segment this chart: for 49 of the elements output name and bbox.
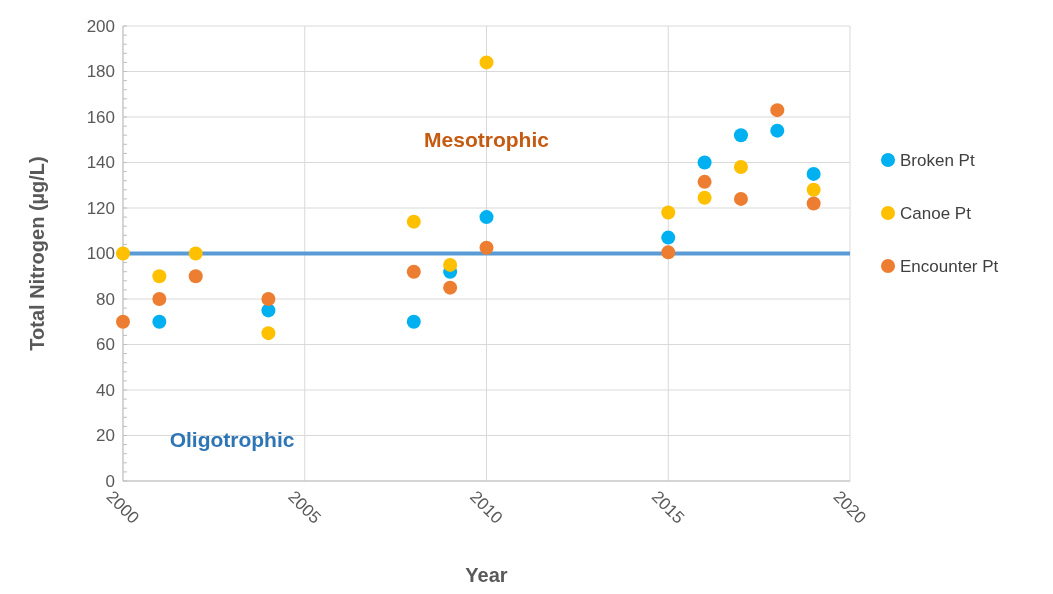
point: [406, 314, 421, 329]
point: [661, 245, 676, 260]
point: [261, 292, 276, 306]
point: [479, 240, 494, 255]
point: [770, 103, 785, 118]
point: [806, 166, 821, 181]
point: [697, 155, 712, 170]
point: [479, 210, 494, 225]
y-tick-label: 200: [86, 16, 115, 36]
point: [733, 191, 748, 206]
y-tick-label: 120: [86, 198, 115, 218]
y-tick-label: 60: [96, 335, 115, 355]
point: [733, 160, 748, 175]
point: [406, 214, 421, 229]
point: [770, 123, 785, 138]
annotation: Mesotrophic: [424, 128, 550, 152]
point: [697, 174, 712, 189]
point: [806, 182, 821, 197]
point: [806, 196, 821, 211]
point: [443, 257, 458, 272]
point: [116, 246, 130, 261]
y-tick-label: 180: [86, 62, 115, 82]
y-axis-title: Total Nitrogen (µg/L): [26, 156, 48, 351]
point: [443, 280, 458, 295]
point: [661, 230, 676, 245]
point: [406, 264, 421, 279]
point: [733, 128, 748, 143]
point: [697, 190, 712, 205]
y-tick-label: 20: [96, 426, 115, 446]
point: [261, 326, 276, 341]
y-tick-label: 140: [86, 153, 115, 173]
y-tick-label: 100: [86, 244, 115, 264]
point: [152, 269, 167, 284]
legend-label: Canoe Pt: [900, 203, 972, 223]
y-tick-label: 80: [96, 289, 115, 309]
y-tick-label: 40: [96, 380, 115, 400]
point: [661, 205, 676, 220]
y-tick-label: 160: [86, 107, 115, 127]
point: [188, 269, 203, 284]
legend-label: Broken Pt: [900, 150, 975, 170]
point: [116, 314, 130, 329]
x-axis-title: Year: [465, 564, 508, 586]
y-tick-label: 0: [105, 471, 115, 491]
legend-label: Encounter Pt: [900, 256, 999, 276]
point: [188, 246, 203, 261]
point: [152, 314, 167, 329]
annotation: Oligotrophic: [169, 428, 295, 452]
point: [479, 55, 494, 70]
point: [152, 292, 167, 306]
